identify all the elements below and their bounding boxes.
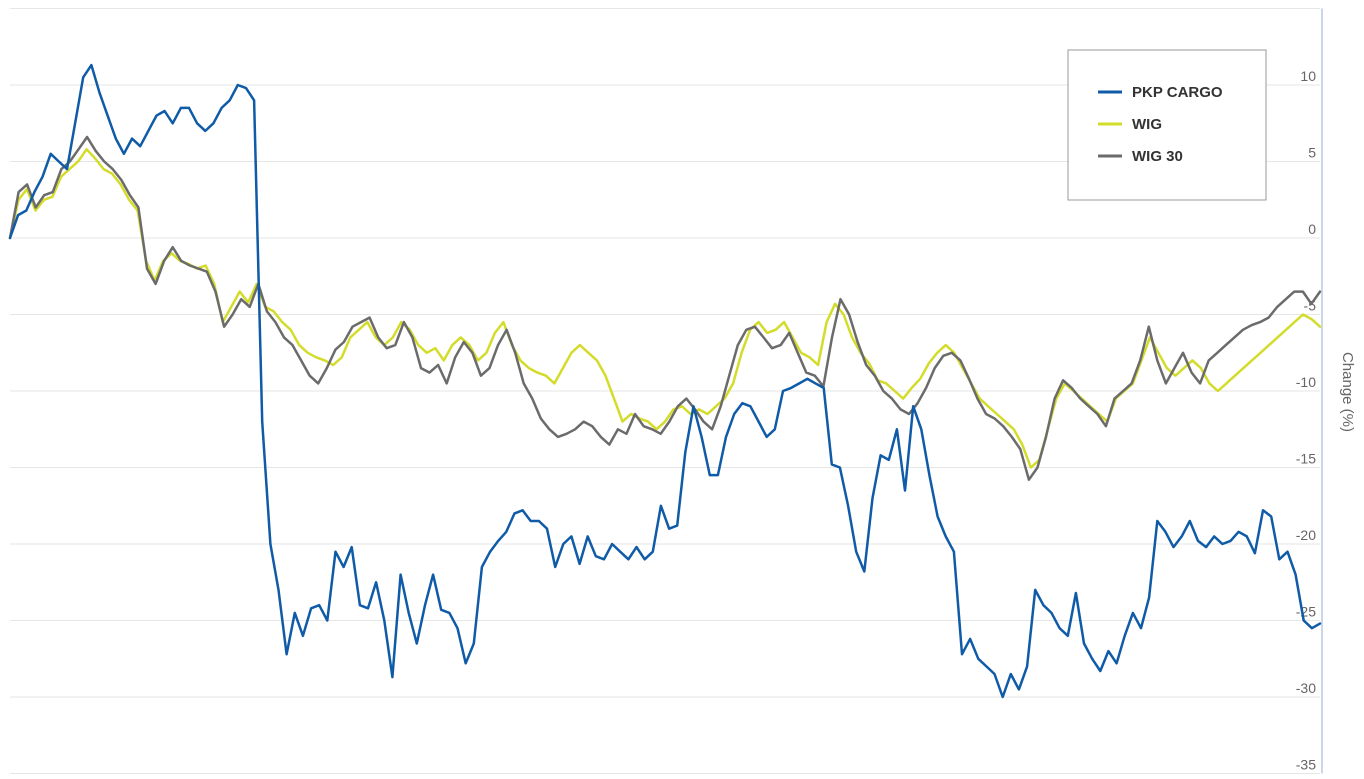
legend-item-pkp-cargo: PKP CARGO [1098, 84, 1223, 101]
legend-box [1067, 49, 1267, 201]
series-line-wig [8, 148, 1322, 469]
y-tick-label: -10 [1296, 374, 1316, 390]
y-tick-label: -30 [1296, 680, 1316, 696]
legend-label-wig-30: WIG 30 [1132, 148, 1183, 165]
y-tick-label: 5 [1308, 145, 1316, 161]
series-line-wig-30 [8, 135, 1322, 481]
y-axis-title: Change (%) [1339, 352, 1356, 432]
y-tick-label: 10 [1300, 68, 1316, 84]
y-tick-label: -25 [1296, 604, 1316, 620]
legend-label-wig: WIG [1132, 116, 1162, 133]
legend-item-wig: WIG [1098, 116, 1162, 133]
gridlines [10, 8, 1320, 774]
y-tick-label: 0 [1308, 221, 1316, 237]
legend-label-pkp-cargo: PKP CARGO [1132, 84, 1223, 101]
y-tick-label: -15 [1296, 451, 1316, 467]
legend-item-wig-30: WIG 30 [1098, 148, 1183, 165]
series-lines [8, 63, 1322, 699]
y-tick-label: -20 [1296, 527, 1316, 543]
legend: PKP CARGO WIG WIG 30 [1067, 49, 1267, 201]
y-tick-label: -35 [1296, 757, 1316, 773]
series-line-pkp-cargo [8, 63, 1322, 699]
